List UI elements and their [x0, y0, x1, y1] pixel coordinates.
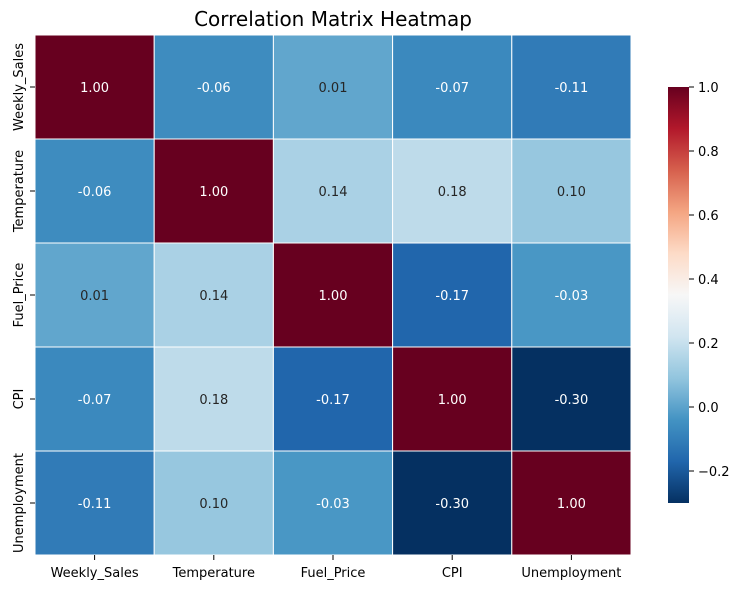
- cell-value-label-1-1: 1.00: [199, 185, 228, 200]
- cell-value-label-2-4: -0.03: [555, 289, 589, 304]
- colorbar-tick-label-2: 0.2: [698, 337, 719, 352]
- colorbar-tick-label-4: 0.6: [698, 209, 719, 224]
- heatmap-cell-4-2: [272, 450, 394, 556]
- cell-value-label-2-0: 0.01: [80, 289, 109, 304]
- cell-value-label-2-2: 1.00: [319, 289, 348, 304]
- x-tick-label-4: Unemployment: [521, 566, 621, 581]
- x-axis-ticks: Weekly_Sales Temperature Fuel_Price CPI Unem…: [51, 555, 621, 581]
- cell-value-label-1-2: 0.14: [319, 185, 348, 200]
- heatmap-cell-1-4: [511, 138, 632, 244]
- cell-value-label-4-3: -0.30: [435, 497, 469, 512]
- x-tick-label-3: CPI: [442, 566, 463, 581]
- cell-value-label-0-1: -0.06: [197, 81, 231, 96]
- heatmap-cell-0-0: [34, 34, 155, 140]
- cell-value-label-0-2: 0.01: [319, 81, 348, 96]
- heatmap-cell-0-2: [272, 34, 394, 140]
- cell-value-label-4-2: -0.03: [316, 497, 350, 512]
- heatmap-cell-2-2: [272, 242, 394, 348]
- heatmap-cell-3-3: [392, 346, 513, 452]
- colorbar-tick-label-5: 0.8: [698, 145, 719, 160]
- y-tick-label-2: Fuel_Price: [12, 263, 27, 328]
- heatmap-cell-4-1: [153, 450, 274, 556]
- cell-value-label-2-3: -0.17: [435, 289, 469, 304]
- cell-value-label-3-0: -0.07: [78, 393, 112, 408]
- heatmap-cell-2-3: [392, 242, 513, 348]
- heatmap-cell-2-1: [153, 242, 274, 348]
- cell-value-label-1-3: 0.18: [438, 185, 467, 200]
- cell-value-label-0-4: -0.11: [555, 81, 589, 96]
- heatmap-cell-4-4: [511, 450, 632, 556]
- colorbar-tick-label-6: 1.0: [698, 81, 719, 96]
- y-tick-label-4: Unemployment: [12, 453, 27, 553]
- heatmap-cell-0-3: [392, 34, 513, 140]
- colorbar: −0.2 0.0 0.2 0.4 0.6 0.8 1.0: [668, 81, 730, 503]
- y-tick-label-0: Weekly_Sales: [12, 43, 27, 131]
- colorbar-tick-label-3: 0.4: [698, 273, 719, 288]
- cell-value-label-0-3: -0.07: [435, 81, 469, 96]
- heatmap-cell-1-2: [272, 138, 394, 244]
- cell-value-label-4-0: -0.11: [78, 497, 112, 512]
- cell-value-label-3-1: 0.18: [199, 393, 228, 408]
- cell-value-label-0-0: 1.00: [80, 81, 109, 96]
- cell-value-label-3-2: -0.17: [316, 393, 350, 408]
- cell-value-label-4-1: 0.10: [199, 497, 228, 512]
- x-tick-label-0: Weekly_Sales: [51, 566, 139, 581]
- x-tick-label-1: Temperature: [172, 566, 255, 581]
- heatmap-cell-3-4: [511, 346, 632, 452]
- y-tick-label-3: CPI: [12, 389, 27, 410]
- cell-value-label-1-4: 0.10: [557, 185, 586, 200]
- y-axis-ticks: Weekly_Sales Temperature Fuel_Price CPI Unem…: [12, 43, 35, 553]
- x-tick-label-2: Fuel_Price: [301, 566, 366, 581]
- chart-title: Correlation Matrix Heatmap: [194, 7, 472, 31]
- heatmap-cell-1-0: [34, 138, 155, 244]
- y-tick-label-1: Temperature: [12, 150, 27, 233]
- heatmap-cell-2-4: [511, 242, 632, 348]
- heatmap-cell-3-2: [272, 346, 394, 452]
- colorbar-gradient: [668, 87, 689, 503]
- heatmap-cell-4-0: [34, 450, 155, 556]
- heatmap-cell-0-1: [153, 34, 274, 140]
- cell-value-label-3-4: -0.30: [555, 393, 589, 408]
- heatmap-cell-3-1: [153, 346, 274, 452]
- cell-value-label-4-4: 1.00: [557, 497, 586, 512]
- heatmap-cell-0-4: [511, 34, 632, 140]
- colorbar-tick-label-1: 0.0: [698, 401, 719, 416]
- colorbar-tick-label-0: −0.2: [698, 465, 730, 480]
- cell-value-label-2-1: 0.14: [199, 289, 228, 304]
- cell-value-label-1-0: -0.06: [78, 185, 112, 200]
- heatmap-cells: 1.00 -0.06 0.01 -0.07 -0.11 -0.06 1.00 0.14 0.18…: [34, 34, 632, 556]
- cell-value-label-3-3: 1.00: [438, 393, 467, 408]
